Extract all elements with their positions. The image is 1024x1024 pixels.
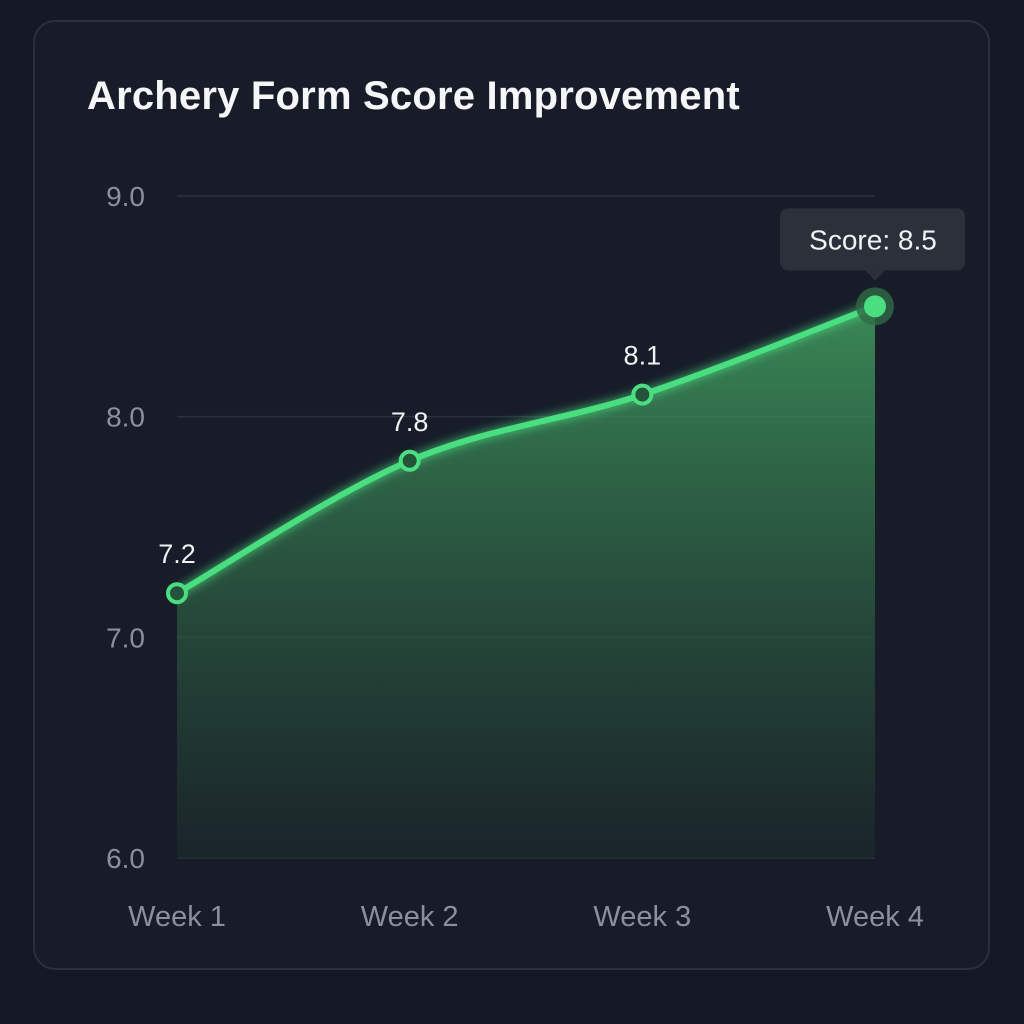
tooltip-text: Score: 8.5 bbox=[809, 224, 937, 255]
data-point bbox=[398, 449, 421, 472]
data-point bbox=[864, 295, 886, 318]
tooltip-box bbox=[780, 208, 965, 271]
y-tick-label: 6.0 bbox=[106, 843, 145, 874]
x-tick-label: Week 2 bbox=[361, 901, 459, 933]
x-tick-label: Week 3 bbox=[593, 901, 691, 933]
y-tick-label: 7.0 bbox=[106, 622, 145, 653]
series-line bbox=[174, 303, 878, 597]
tooltip-pointer bbox=[865, 270, 885, 281]
chart-title: Archery Form Score Improvement bbox=[87, 74, 740, 118]
data-point bbox=[631, 383, 654, 406]
y-tick-label: 9.0 bbox=[106, 181, 145, 212]
data-point bbox=[166, 582, 188, 605]
x-tick-label: Week 1 bbox=[128, 901, 226, 933]
data-label: 8.1 bbox=[624, 341, 662, 371]
data-label: 7.8 bbox=[391, 407, 429, 437]
y-tick-label: 8.0 bbox=[106, 402, 145, 433]
x-tick-label: Week 4 bbox=[826, 901, 924, 933]
area-fill bbox=[177, 306, 875, 858]
data-label: 7.2 bbox=[158, 539, 196, 569]
